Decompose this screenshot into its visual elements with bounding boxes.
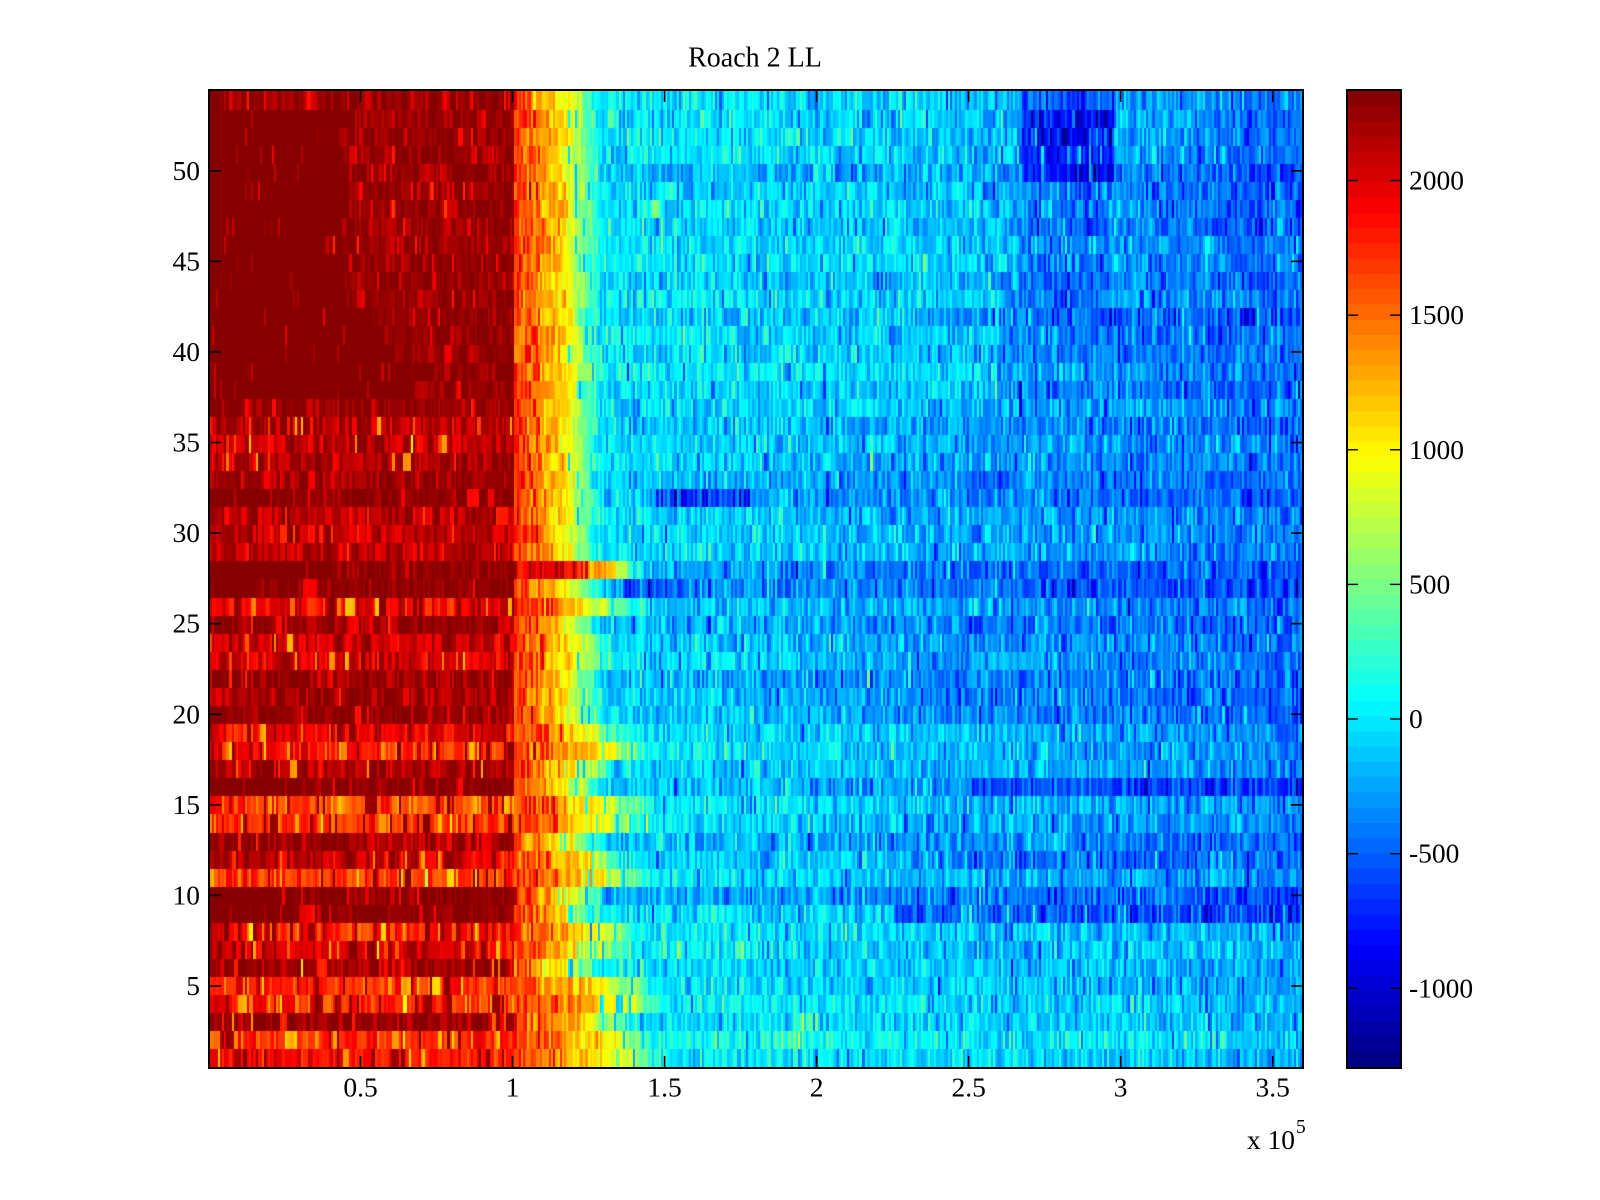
svg-text:2000: 2000 xyxy=(1409,165,1464,196)
svg-text:-1000: -1000 xyxy=(1409,972,1473,1003)
svg-text:-500: -500 xyxy=(1409,838,1459,869)
svg-text:20: 20 xyxy=(173,698,201,729)
svg-text:3.5: 3.5 xyxy=(1256,1072,1290,1103)
svg-text:35: 35 xyxy=(173,427,201,458)
svg-text:25: 25 xyxy=(173,608,201,639)
svg-text:1500: 1500 xyxy=(1409,299,1464,330)
svg-text:5: 5 xyxy=(186,970,200,1001)
svg-text:40: 40 xyxy=(173,336,201,367)
svg-text:45: 45 xyxy=(173,245,201,276)
svg-text:3: 3 xyxy=(1114,1072,1128,1103)
svg-text:50: 50 xyxy=(173,155,201,186)
svg-text:5: 5 xyxy=(1296,1117,1306,1138)
svg-text:Roach 2 LL: Roach 2 LL xyxy=(688,43,822,74)
svg-text:1000: 1000 xyxy=(1409,434,1464,465)
svg-text:2: 2 xyxy=(810,1072,824,1103)
svg-text:15: 15 xyxy=(173,789,201,820)
svg-text:0.5: 0.5 xyxy=(343,1072,377,1103)
svg-text:2.5: 2.5 xyxy=(951,1072,985,1103)
svg-text:500: 500 xyxy=(1409,568,1450,599)
svg-text:10: 10 xyxy=(173,879,201,910)
svg-text:x 10: x 10 xyxy=(1247,1124,1295,1155)
svg-text:30: 30 xyxy=(173,517,201,548)
svg-text:1: 1 xyxy=(506,1072,520,1103)
svg-text:1.5: 1.5 xyxy=(647,1072,681,1103)
svg-text:0: 0 xyxy=(1409,703,1423,734)
